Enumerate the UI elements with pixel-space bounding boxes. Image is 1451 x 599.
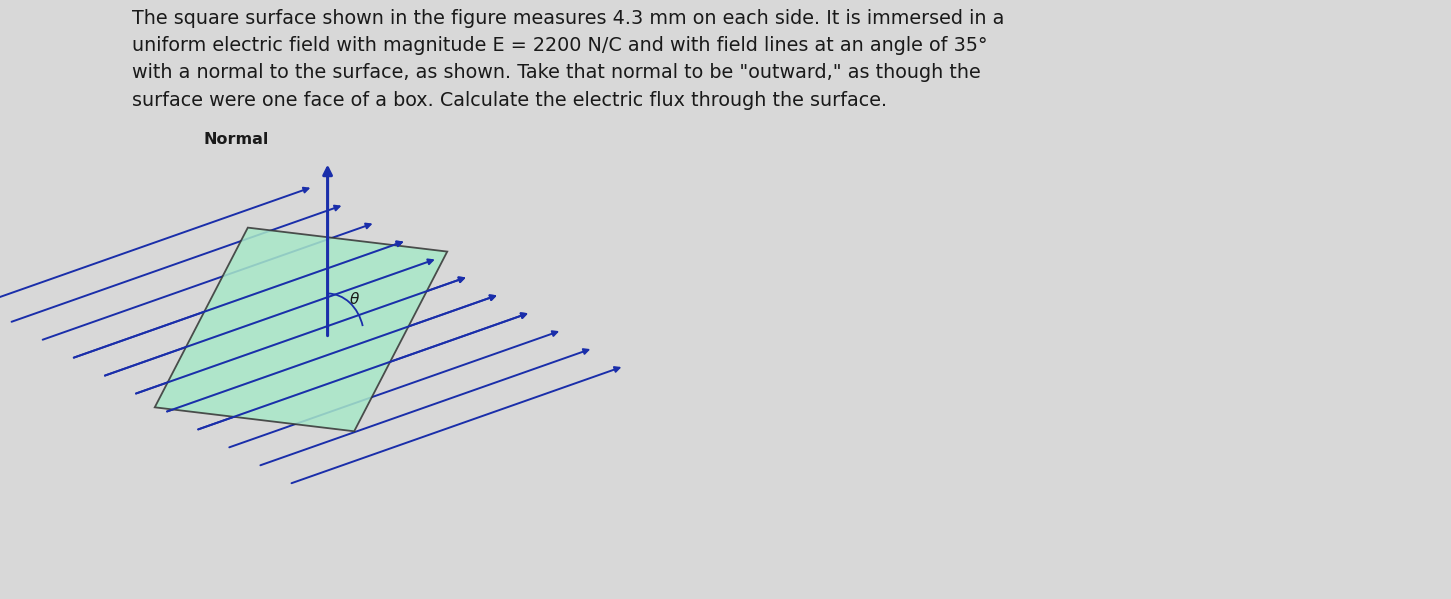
Text: Normal: Normal [205,132,270,147]
Polygon shape [155,228,447,431]
Text: The square surface shown in the figure measures 4.3 mm on each side. It is immer: The square surface shown in the figure m… [132,9,1004,110]
Text: θ: θ [350,292,360,307]
